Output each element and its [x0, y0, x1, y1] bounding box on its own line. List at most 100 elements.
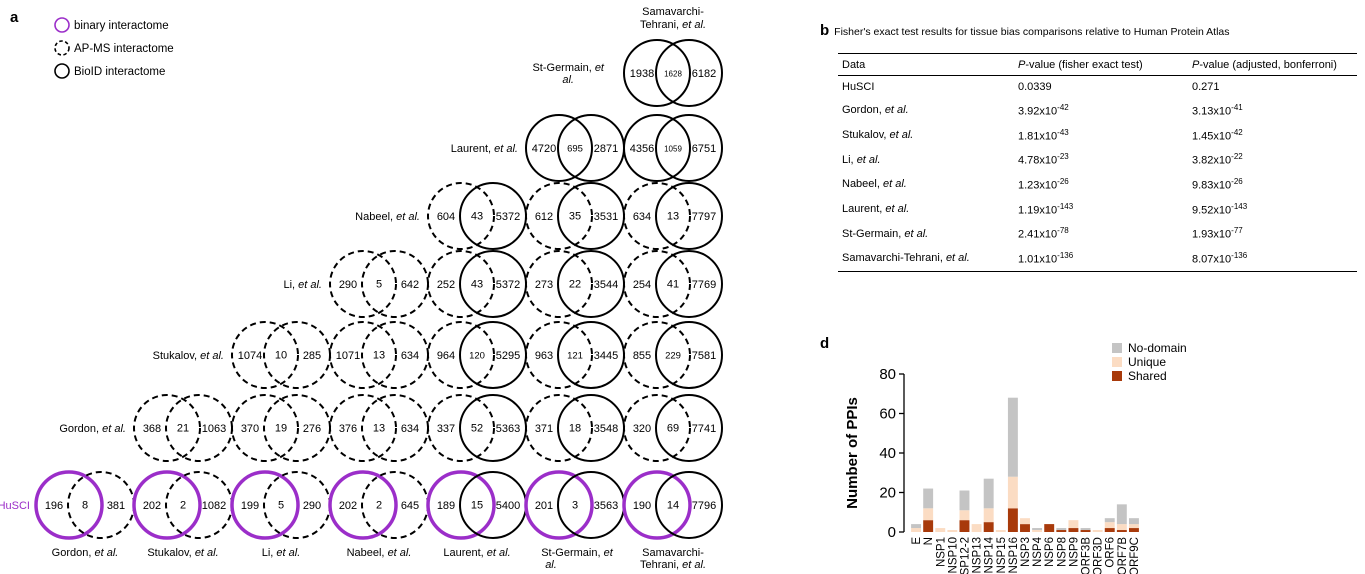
venn-left-count: 189: [437, 500, 455, 512]
row-label: Li, et al.: [283, 279, 322, 291]
venn-diagram: 1074 10 285: [231, 321, 331, 389]
venn-circle-left: [427, 182, 495, 250]
y-tick-label: 20: [879, 485, 896, 502]
venn-circle-left: [623, 114, 691, 182]
x-tick-label: NSP16: [1008, 537, 1020, 573]
dataset-cell: HuSCI: [842, 81, 875, 93]
venn-circle-left: [525, 114, 593, 182]
venn-left-count: 1071: [336, 350, 360, 362]
bar-no-domain: [911, 524, 922, 529]
venn-right-count: 7741: [692, 423, 716, 435]
bar-unique: [1128, 524, 1139, 529]
bar-shared: [1080, 530, 1091, 532]
venn-right-count: 7797: [692, 211, 716, 223]
venn-overlap-count: 22: [569, 279, 581, 291]
venn-overlap-count: 695: [567, 144, 583, 155]
y-tick-label: 0: [888, 524, 896, 541]
venn-circle-left: [329, 321, 397, 389]
venn-diagram: 320 69 7741: [623, 394, 723, 462]
venn-overlap-count: 8: [82, 500, 88, 512]
venn-circle-left: [524, 470, 594, 540]
x-tick-label: NSP3: [1020, 537, 1032, 567]
venn-left-count: 604: [437, 211, 455, 223]
legend-label: Shared: [1128, 369, 1167, 383]
venn-circle-left: [231, 394, 299, 462]
row-label-husci: HuSCI: [0, 500, 30, 512]
venn-left-count: 1938: [630, 68, 654, 80]
bar-shared: [959, 520, 970, 532]
venn-overlap-count: 13: [667, 211, 679, 223]
bar-unique: [947, 530, 958, 532]
x-tick-label: NSP8: [1056, 537, 1068, 567]
top-column-label: Samavarchi-: [642, 6, 704, 18]
venn-diagram: 604 43 5372: [427, 182, 527, 250]
p-value-cell: 2.41x10-78: [1018, 226, 1069, 241]
bar-no-domain: [1116, 504, 1127, 525]
venn-overlap-count: 43: [471, 211, 483, 223]
table-row: Laurent, et al. 1.19x10-143 9.52x10-143: [838, 197, 1357, 222]
venn-left-count: 4356: [630, 143, 654, 155]
bar-no-domain: [1007, 397, 1018, 477]
venn-circle-left: [623, 394, 691, 462]
table-row: Gordon, et al. 3.92x10-42 3.13x10-41: [838, 98, 1357, 123]
x-tick-label: NSP1: [935, 537, 947, 567]
venn-right-count: 1063: [202, 423, 226, 435]
bar-unique: [1007, 476, 1018, 509]
legend-apms-label: AP-MS interactome: [74, 43, 174, 55]
venn-left-count: 370: [241, 423, 259, 435]
venn-diagram: 199 5 290: [230, 470, 331, 540]
y-tick-label: 80: [879, 366, 896, 383]
venn-diagram: 368 21 1063: [133, 394, 233, 462]
venn-circle-left: [329, 250, 397, 318]
y-tick-label: 40: [879, 445, 896, 462]
venn-right-count: 3544: [594, 279, 618, 291]
venn-left-count: 201: [535, 500, 553, 512]
fisher-table-panel: b Fisher's exact test results for tissue…: [820, 22, 1360, 272]
table-row: Samavarchi-Tehrani, et al. 1.01x10-136 8.0…: [838, 245, 1357, 272]
row-label: Stukalov, et al.: [153, 350, 224, 362]
venn-circle-right: [655, 39, 723, 107]
venn-diagram: 196 8 381: [34, 470, 135, 540]
venn-diagram: 189 15 5400: [426, 470, 527, 540]
venn-right-count: 645: [401, 500, 419, 512]
bar-shared: [1128, 528, 1139, 532]
venn-right-count: 276: [303, 423, 321, 435]
venn-overlap-count: 2: [180, 500, 186, 512]
venn-right-count: 285: [303, 350, 321, 362]
venn-left-count: 290: [339, 279, 357, 291]
table-header: Data: [838, 53, 1014, 76]
venn-left-count: 190: [633, 500, 651, 512]
venn-right-count: 7581: [692, 350, 716, 362]
dataset-cell: Nabeel, et al.: [842, 178, 907, 191]
bar-shared: [1056, 530, 1067, 532]
legend-swatch-no-domain: [1112, 343, 1122, 353]
venn-circle-left: [427, 394, 495, 462]
venn-overlap-count: 13: [373, 423, 385, 435]
venn-circle-left: [622, 470, 692, 540]
venn-left-count: 202: [143, 500, 161, 512]
row-label: Gordon, et al.: [59, 423, 126, 435]
bar-no-domain: [923, 488, 934, 509]
venn-diagram: 855 229 7581: [623, 321, 723, 389]
venn-left-count: 855: [633, 350, 651, 362]
column-label-line2: Tehrani, et al.: [640, 559, 706, 571]
venn-circle-left: [623, 182, 691, 250]
venn-overlap-count: 15: [471, 500, 483, 512]
venn-right-count: 6751: [692, 143, 716, 155]
x-tick-label: NSP14: [984, 536, 996, 573]
venn-circle-right: [655, 321, 723, 389]
venn-circle-left: [133, 394, 201, 462]
bar-unique: [1092, 530, 1103, 532]
venn-left-count: 273: [535, 279, 553, 291]
bar-unique: [1116, 524, 1127, 531]
venn-left-count: 320: [633, 423, 651, 435]
bar-no-domain: [1056, 528, 1067, 531]
venn-diagram: 612 35 3531: [525, 182, 625, 250]
dataset-cell: Samavarchi-Tehrani, et al.: [838, 245, 1014, 272]
bar-shared: [1020, 524, 1030, 532]
x-tick-label: NSP10: [947, 537, 959, 573]
legend-label: Unique: [1128, 355, 1166, 369]
panel-letter-b: b: [820, 22, 830, 39]
x-tick-label: NSP6: [1044, 537, 1056, 567]
venn-right-count: 3548: [594, 423, 618, 435]
